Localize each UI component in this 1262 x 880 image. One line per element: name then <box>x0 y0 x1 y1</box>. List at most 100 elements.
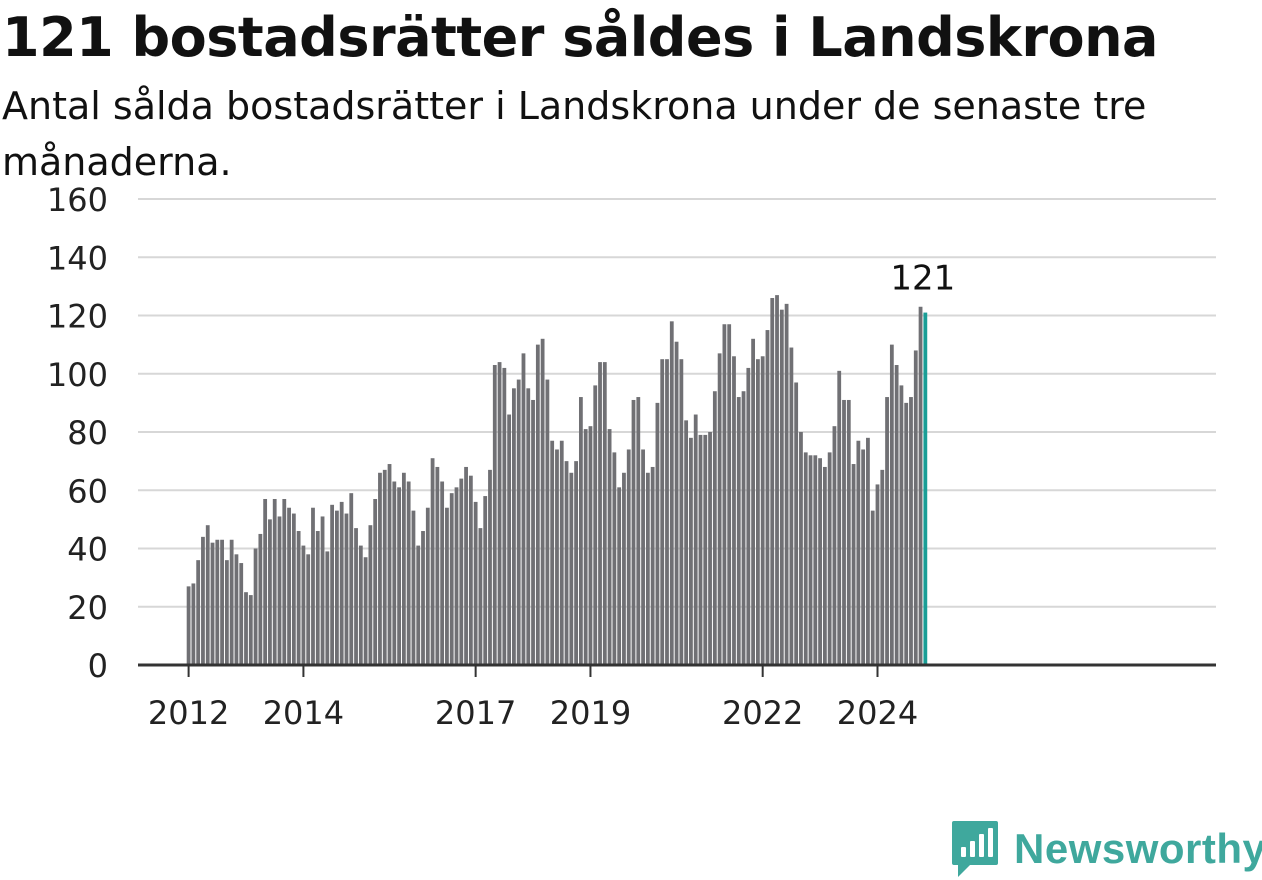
bar <box>693 414 698 665</box>
y-tick-label: 0 <box>88 647 108 685</box>
bar <box>636 397 641 665</box>
bar <box>435 466 440 665</box>
bar <box>196 560 201 665</box>
bar <box>727 324 732 665</box>
bar <box>401 472 406 665</box>
bar <box>445 507 449 665</box>
brand-logo: Newsworthy <box>950 818 1262 880</box>
bar <box>349 493 354 665</box>
x-tick-label: 2022 <box>722 694 803 732</box>
bar <box>775 295 779 665</box>
bar <box>330 504 335 665</box>
newsworthy-logo-icon <box>952 821 998 877</box>
bar <box>578 397 583 665</box>
bar <box>540 338 545 665</box>
bar <box>741 391 746 665</box>
bar <box>722 324 727 665</box>
y-tick-label: 120 <box>47 298 108 336</box>
bar <box>550 440 555 665</box>
x-tick-label: 2024 <box>837 694 918 732</box>
bar <box>669 321 674 665</box>
bar <box>387 464 392 665</box>
bar <box>645 472 650 665</box>
bar <box>712 391 717 665</box>
bar <box>631 399 636 665</box>
bar <box>263 498 268 665</box>
bar <box>746 367 751 665</box>
bar <box>703 434 708 665</box>
bar <box>215 539 220 665</box>
bar <box>339 501 344 665</box>
bar <box>368 525 373 665</box>
x-tick-label: 2017 <box>435 694 516 732</box>
bar <box>392 481 397 665</box>
bar <box>866 437 870 665</box>
bar <box>813 455 818 665</box>
bar <box>779 309 784 665</box>
bar <box>483 496 488 665</box>
bar <box>301 545 306 665</box>
bar <box>277 516 282 665</box>
bar <box>516 379 521 665</box>
bar <box>765 330 770 665</box>
bar <box>468 475 473 665</box>
bar <box>803 452 808 665</box>
bar <box>808 455 813 665</box>
bar <box>229 539 234 665</box>
bar <box>818 458 822 665</box>
bar <box>363 557 368 665</box>
bar <box>889 344 894 665</box>
bar <box>842 399 846 665</box>
bar <box>526 388 531 665</box>
bar <box>717 353 722 665</box>
bar <box>689 437 693 665</box>
bar <box>894 365 899 665</box>
bar <box>253 548 258 665</box>
bar <box>679 359 684 665</box>
bar <box>732 356 736 665</box>
bar <box>827 452 832 665</box>
bar <box>507 414 512 665</box>
bar <box>502 367 507 665</box>
y-tick-label: 20 <box>67 589 108 627</box>
bar <box>574 461 579 665</box>
bar <box>607 429 612 665</box>
page-title: 121 bostadsrätter såldes i Landskrona <box>2 6 1158 69</box>
bar <box>335 510 339 665</box>
y-tick-label: 80 <box>67 414 108 452</box>
bar-latest <box>923 312 928 665</box>
bar <box>617 487 622 665</box>
bar <box>612 452 617 665</box>
y-tick-label: 140 <box>47 239 108 277</box>
bar <box>875 484 880 665</box>
y-tick-label: 160 <box>47 181 108 219</box>
bar <box>641 449 645 665</box>
bar <box>354 528 358 665</box>
bar <box>899 385 904 665</box>
bar <box>325 551 330 665</box>
bar <box>555 449 559 665</box>
x-tick-label: 2014 <box>263 694 344 732</box>
bar <box>918 306 923 665</box>
bar <box>851 464 856 665</box>
bar <box>430 458 435 665</box>
bar <box>660 359 665 665</box>
bar <box>497 362 502 665</box>
bar <box>378 472 382 665</box>
bar <box>650 466 655 665</box>
bar <box>684 420 689 665</box>
bar <box>320 516 325 665</box>
bar <box>794 382 799 665</box>
bar <box>421 531 425 665</box>
bar <box>344 513 349 665</box>
bar <box>531 399 535 665</box>
bar <box>593 385 598 665</box>
bar <box>248 595 253 665</box>
bar <box>789 347 794 665</box>
bar <box>569 472 574 665</box>
bar <box>205 525 210 665</box>
bar <box>674 341 679 665</box>
bar <box>210 542 215 665</box>
bar <box>913 350 918 665</box>
